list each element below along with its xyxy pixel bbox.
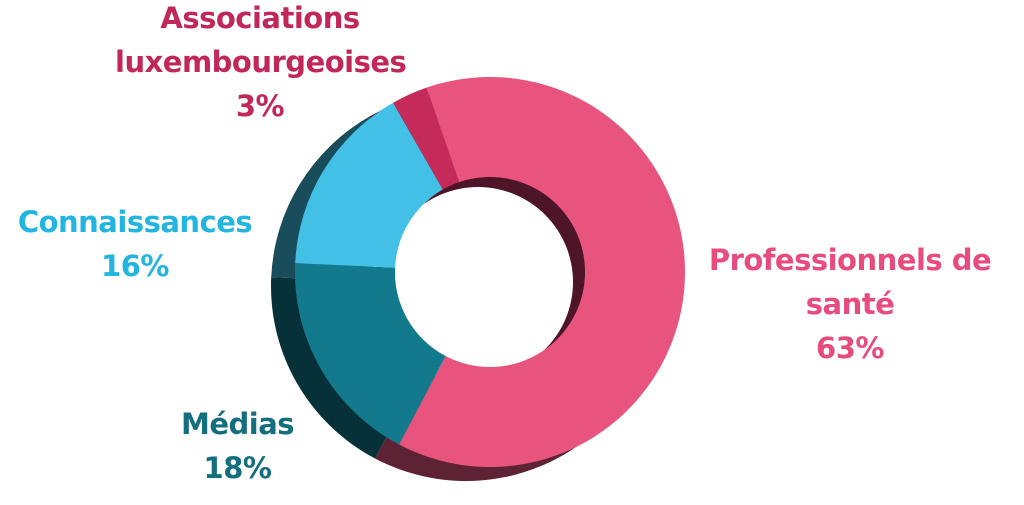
slice xyxy=(399,77,685,468)
category-label: Professionnels de santé xyxy=(708,243,992,321)
slice-label: Connaissances 16% xyxy=(10,200,260,288)
hole xyxy=(395,187,573,367)
slice xyxy=(393,87,460,190)
slice-label: Associations luxembourgeoises 3% xyxy=(115,0,407,128)
slice-label: Professionnels de santé 63% xyxy=(700,238,1000,370)
category-label: Connaissances xyxy=(17,205,253,239)
slice xyxy=(295,102,443,268)
value-label: 18% xyxy=(203,451,272,485)
value-label: 63% xyxy=(816,331,884,365)
category-label: Associations luxembourgeoises xyxy=(115,1,407,79)
value-label: 16% xyxy=(101,249,169,283)
category-label: Médias xyxy=(180,407,295,441)
slice-label: Médias 18% xyxy=(150,402,325,490)
value-label: 3% xyxy=(235,89,285,123)
slice xyxy=(295,263,446,445)
